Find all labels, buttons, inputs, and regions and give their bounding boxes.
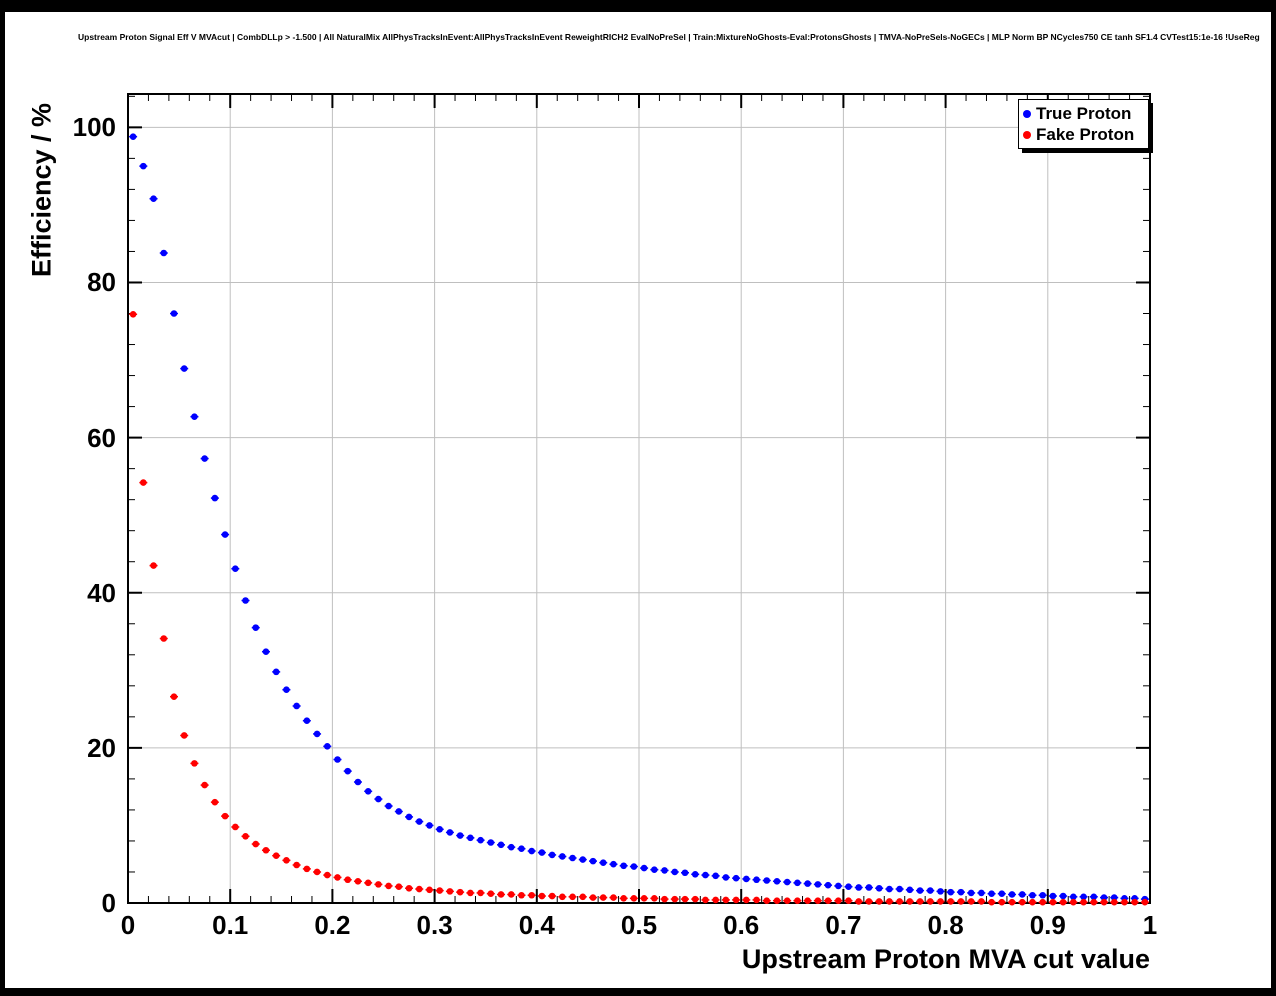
grid-lines xyxy=(128,94,1150,903)
x-tick-label: 0.4 xyxy=(518,910,555,940)
x-tick-label: 0.8 xyxy=(927,910,964,940)
axis-ticks xyxy=(127,94,1151,904)
series-true-proton-points xyxy=(129,133,1149,903)
x-tick-label: 0.2 xyxy=(314,910,351,940)
x-tick-label: 0.7 xyxy=(825,910,862,940)
legend-label-true-proton: True Proton xyxy=(1036,104,1132,123)
legend: True Proton Fake Proton xyxy=(1018,99,1149,149)
x-tick-label: 0.5 xyxy=(620,910,658,940)
y-tick-label: 60 xyxy=(87,422,116,453)
y-tick-label: 100 xyxy=(72,112,116,143)
x-tick-label: 0.3 xyxy=(416,910,453,940)
y-tick-label: 40 xyxy=(87,577,116,608)
x-axis-label: Upstream Proton MVA cut value xyxy=(741,944,1150,974)
y-tick-label: 20 xyxy=(87,732,116,763)
series-fake-proton-points xyxy=(129,310,1149,906)
x-tick-label: 0.1 xyxy=(212,910,249,940)
legend-entry-fake-proton: Fake Proton xyxy=(1019,126,1148,143)
plot-title: Upstream Proton Signal Eff V MVAcut | Co… xyxy=(78,32,1260,42)
x-tick-label: 0.9 xyxy=(1029,910,1066,940)
y-tick-label: 0 xyxy=(101,888,116,918)
y-tick-label: 80 xyxy=(87,267,116,298)
fake-proton-marker-icon xyxy=(1023,130,1031,139)
legend-label-fake-proton: Fake Proton xyxy=(1036,125,1135,144)
x-tick-label: 0.6 xyxy=(723,910,760,940)
legend-entry-true-proton: True Proton xyxy=(1019,105,1148,122)
x-tick-label: 0 xyxy=(120,910,136,940)
x-tick-label: 1 xyxy=(1142,910,1158,940)
plot-frame xyxy=(127,93,1151,904)
true-proton-marker-icon xyxy=(1023,109,1031,118)
